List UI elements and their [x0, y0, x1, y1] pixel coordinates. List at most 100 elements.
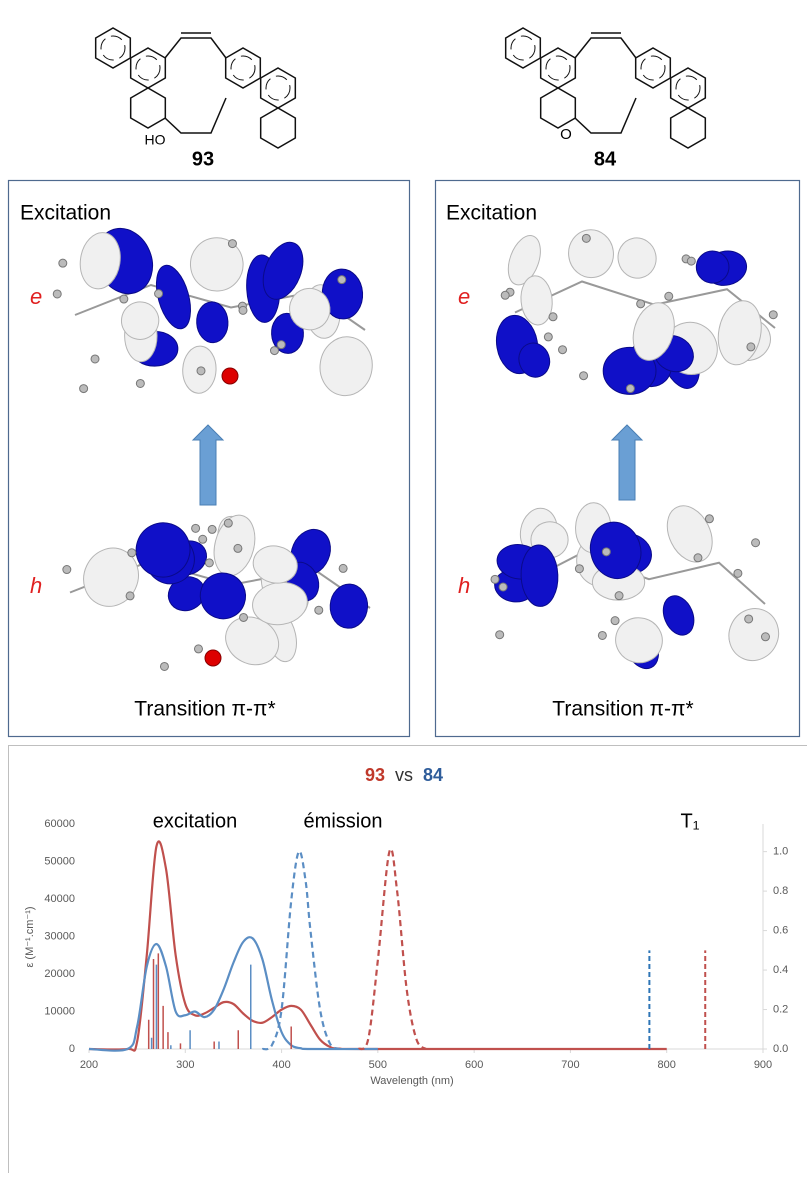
atom — [205, 559, 213, 567]
orbital-label: e — [30, 284, 42, 309]
structures — [96, 28, 706, 148]
atom — [761, 633, 769, 641]
panel-caption: Transition π-π* — [552, 698, 693, 721]
atom — [228, 240, 236, 248]
panel-caption: Transition π-π* — [134, 698, 275, 721]
atom — [234, 544, 242, 552]
atom — [208, 525, 216, 533]
y-tick-label: 0 — [69, 1043, 75, 1055]
ring-aromatic — [676, 76, 700, 100]
atom — [580, 372, 588, 380]
x-axis-label: Wavelength (nm) — [370, 1075, 453, 1087]
atom — [315, 606, 323, 614]
atom — [665, 292, 673, 300]
lobe — [329, 583, 369, 629]
lobe — [720, 600, 787, 668]
annotation: T₁ — [681, 810, 700, 832]
atom — [339, 564, 347, 572]
lobe — [316, 333, 376, 399]
atom — [734, 569, 742, 577]
atom — [59, 259, 67, 267]
atom — [128, 549, 136, 557]
x-tick-label: 500 — [369, 1059, 387, 1071]
x-tick-label: 300 — [176, 1059, 194, 1071]
atom — [160, 662, 168, 670]
series-line — [359, 849, 426, 1049]
atom — [199, 535, 207, 543]
series-line — [89, 841, 667, 1050]
substituent: HO — [145, 132, 166, 148]
ring — [671, 108, 706, 148]
x-tick-label: 400 — [272, 1059, 290, 1071]
y2-tick-label: 0.2 — [773, 1003, 788, 1015]
atom — [544, 333, 552, 341]
y-tick-label: 10000 — [44, 1005, 75, 1017]
y2-tick-label: 0.6 — [773, 924, 788, 936]
ring-aromatic — [231, 56, 255, 80]
atom — [769, 311, 777, 319]
atom — [694, 554, 702, 562]
ring — [131, 88, 166, 128]
lobe — [658, 498, 721, 569]
oxygen — [205, 650, 221, 666]
ring — [541, 88, 576, 128]
atom — [687, 257, 695, 265]
bond — [575, 33, 636, 133]
bond — [165, 33, 226, 133]
atom — [192, 524, 200, 532]
atom — [745, 615, 753, 623]
atom — [338, 276, 346, 284]
lobe — [196, 301, 230, 344]
atom — [270, 347, 278, 355]
x-tick-label: 200 — [80, 1059, 98, 1071]
x-tick-label: 900 — [754, 1059, 772, 1071]
y2-tick-label: 1.0 — [773, 846, 788, 858]
panel-heading: Excitation — [446, 202, 537, 225]
y-axis-label: ε (M⁻¹.cm⁻¹) — [24, 906, 36, 967]
title-part: 84 — [423, 765, 443, 785]
atom — [549, 313, 557, 321]
ring-aromatic — [136, 56, 160, 80]
atom — [136, 379, 144, 387]
y-tick-label: 50000 — [44, 855, 75, 867]
substituent: O — [560, 126, 572, 143]
atom — [277, 341, 285, 349]
series-line — [89, 937, 378, 1050]
atom — [575, 565, 583, 573]
atom — [598, 631, 606, 639]
atom — [63, 566, 71, 574]
panel-heading: Excitation — [20, 202, 111, 225]
ring-aromatic — [641, 56, 665, 80]
atom — [747, 343, 755, 351]
atom — [496, 631, 504, 639]
title-part: vs — [395, 765, 413, 785]
y-tick-label: 30000 — [44, 930, 75, 942]
orbital-images — [53, 220, 787, 674]
atom — [611, 617, 619, 625]
y2-tick-label: 0.0 — [773, 1043, 788, 1055]
arrow — [612, 425, 642, 500]
y2-tick-label: 0.4 — [773, 964, 788, 976]
x-tick-label: 800 — [658, 1059, 676, 1071]
y-tick-label: 40000 — [44, 893, 75, 905]
atom — [80, 385, 88, 393]
atom — [126, 592, 134, 600]
y-tick-label: 20000 — [44, 968, 75, 980]
atom — [91, 355, 99, 363]
lobe — [614, 234, 660, 281]
ring-aromatic — [266, 76, 290, 100]
orbital-label: h — [30, 573, 42, 598]
atom — [120, 295, 128, 303]
ring-aromatic — [546, 56, 570, 80]
ring-aromatic — [511, 36, 535, 60]
y2-tick-label: 0.8 — [773, 885, 788, 897]
atom — [705, 515, 713, 523]
compound-label: 84 — [594, 148, 617, 170]
atom — [194, 645, 202, 653]
atom — [626, 385, 634, 393]
atom — [224, 519, 232, 527]
atom — [197, 367, 205, 375]
series-line — [262, 851, 339, 1049]
